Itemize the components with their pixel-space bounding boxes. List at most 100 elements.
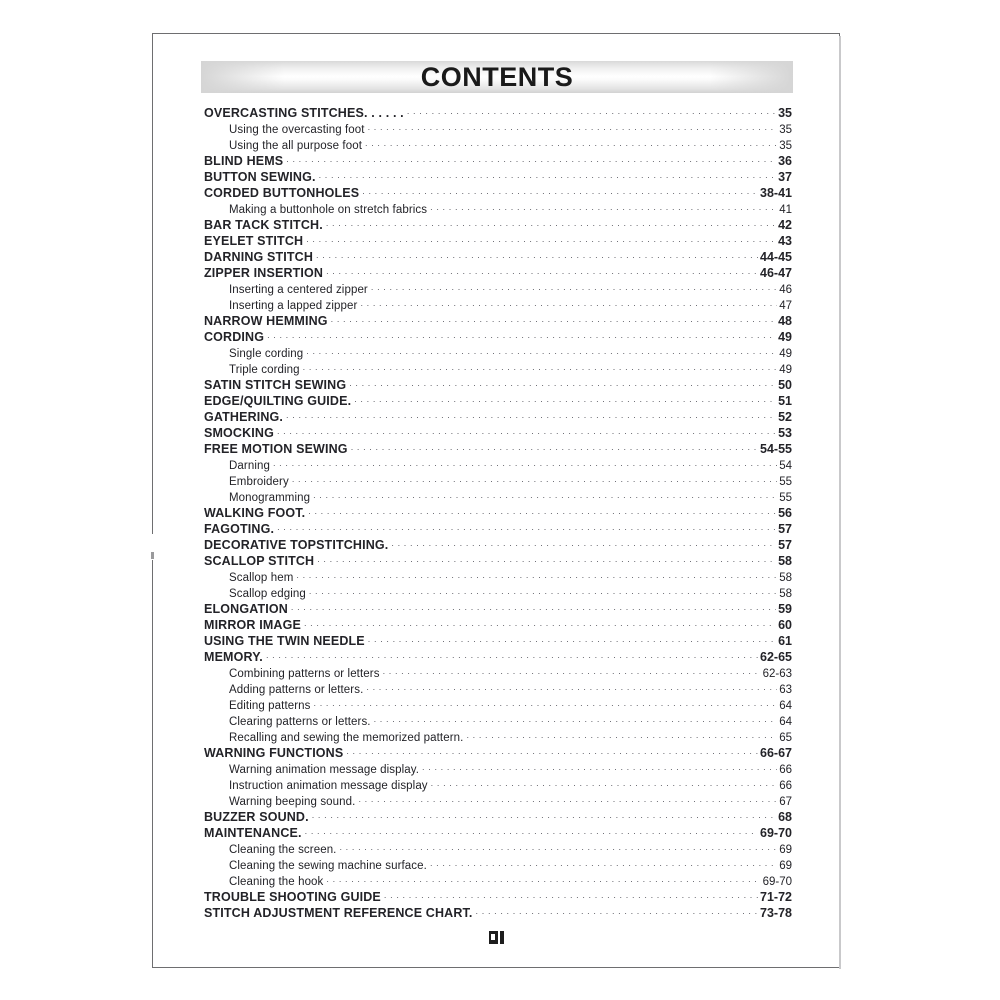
toc-entry[interactable]: EYELET STITCH 43	[204, 229, 792, 248]
toc-entry[interactable]: Using the overcasting foot 35	[204, 117, 792, 136]
toc-entry-page-number: 64	[779, 716, 792, 728]
toc-entry-page-number: 56	[778, 506, 792, 520]
toc-entry[interactable]: Inserting a lapped zipper 47	[204, 293, 792, 312]
toc-entry-page-number: 63	[779, 684, 792, 696]
toc-dot-leader	[306, 341, 777, 357]
toc-entry-label: MIRROR IMAGE	[204, 618, 301, 632]
toc-entry[interactable]: BUTTON SEWING. 37	[204, 165, 792, 184]
toc-dot-leader	[354, 389, 776, 405]
toc-entry[interactable]: Single cording 49	[204, 341, 792, 360]
toc-entry-page-number: 35	[779, 124, 792, 136]
book-ornament-icon	[488, 931, 498, 944]
toc-dot-leader	[349, 373, 776, 389]
toc-entry-label: Cleaning the hook	[229, 876, 324, 888]
toc-entry-page-number: 44-45	[760, 250, 792, 264]
title-banner: CONTENTS	[201, 61, 793, 93]
toc-entry[interactable]: Inserting a centered zipper 46	[204, 277, 792, 296]
toc-entry[interactable]: SMOCKING 53	[204, 421, 792, 440]
toc-entry[interactable]: GATHERING. 52	[204, 405, 792, 424]
toc-entry-label: Cleaning the screen.	[229, 844, 337, 856]
toc-entry-label: OVERCASTING STITCHES. . . . . .	[204, 106, 404, 120]
toc-dot-leader	[316, 245, 758, 261]
toc-entry[interactable]: BAR TACK STITCH. 42	[204, 213, 792, 232]
toc-entry-label: ZIPPER INSERTION	[204, 266, 324, 280]
toc-entry-page-number: 59	[778, 602, 792, 616]
toc-entry[interactable]: Cleaning the screen. 69	[204, 837, 792, 856]
toc-entry[interactable]: TROUBLE SHOOTING GUIDE 71-72	[204, 885, 792, 904]
toc-entry-page-number: 46	[779, 284, 792, 296]
toc-entry-page-number: 49	[779, 348, 792, 360]
toc-entry[interactable]: Triple cording 49	[204, 357, 792, 376]
toc-entry[interactable]: Warning animation message display. 66	[204, 757, 792, 776]
toc-entry[interactable]: DARNING STITCH 44-45	[204, 245, 792, 264]
toc-entry[interactable]: MIRROR IMAGE 60	[204, 613, 792, 632]
toc-entry[interactable]: Clearing patterns or letters. 64	[204, 709, 792, 728]
toc-entry-page-number: 66	[779, 764, 792, 776]
toc-entry[interactable]: Embroidery 55	[204, 469, 792, 488]
toc-dot-leader	[430, 853, 777, 869]
toc-dot-leader	[313, 485, 777, 501]
toc-entry[interactable]: MEMORY. 62-65	[204, 645, 792, 664]
toc-entry-page-number: 37	[778, 170, 792, 184]
toc-entry[interactable]: SATIN STITCH SEWING 50	[204, 373, 792, 392]
toc-entry[interactable]: DECORATIVE TOPSTITCHING.57	[204, 533, 792, 552]
toc-entry[interactable]: WARNING FUNCTIONS66-67	[204, 741, 792, 760]
toc-entry[interactable]: STITCH ADJUSTMENT REFERENCE CHART. 73-78	[204, 901, 792, 920]
toc-entry-label: DARNING STITCH	[204, 250, 314, 264]
toc-dot-leader	[362, 181, 758, 197]
toc-entry-page-number: 61	[778, 634, 792, 648]
book-ornament-bar-icon	[499, 931, 504, 944]
toc-dot-leader	[309, 581, 777, 597]
toc-dot-leader	[266, 645, 758, 661]
toc-dot-leader	[358, 789, 777, 805]
toc-entry-page-number: 67	[779, 796, 792, 808]
toc-entry[interactable]: BLIND HEMS 36	[204, 149, 792, 168]
toc-entry[interactable]: Darning 54	[204, 453, 792, 472]
toc-entry-label: Inserting a centered zipper	[229, 284, 368, 296]
toc-entry-page-number: 49	[778, 330, 792, 344]
toc-entry-label: ELONGATION	[204, 602, 288, 616]
toc-entry-label: Scallop hem	[229, 572, 294, 584]
toc-entry-page-number: 49	[779, 364, 792, 376]
toc-entry[interactable]: Monogramming 55	[204, 485, 792, 504]
toc-entry-page-number: 57	[778, 538, 792, 552]
toc-entry-page-number: 69-70	[762, 876, 792, 888]
toc-entry[interactable]: CORDING 49	[204, 325, 792, 344]
toc-entry[interactable]: Scallop edging 58	[204, 581, 792, 600]
page-frame: CONTENTS OVERCASTING STITCHES. . . . . .…	[152, 33, 841, 969]
toc-dot-leader	[292, 469, 777, 485]
toc-dot-leader	[326, 869, 760, 885]
toc-entry-label: Inserting a lapped zipper	[229, 300, 358, 312]
toc-dot-leader	[431, 773, 778, 789]
toc-entry[interactable]: CORDED BUTTONHOLES38-41	[204, 181, 792, 200]
toc-entry[interactable]: OVERCASTING STITCHES. . . . . . 35	[204, 101, 792, 120]
toc-dot-leader	[267, 325, 776, 341]
toc-dot-leader	[296, 565, 777, 581]
toc-entry-label: FAGOTING.	[204, 522, 275, 536]
toc-dot-leader	[371, 277, 777, 293]
toc-entry[interactable]: BUZZER SOUND. 68	[204, 805, 792, 824]
toc-entry-label: Warning animation message display.	[229, 764, 420, 776]
toc-dot-leader	[277, 421, 776, 437]
toc-entry-page-number: 35	[779, 140, 792, 152]
toc-entry-label: Combining patterns or letters	[229, 668, 380, 680]
toc-entry-page-number: 52	[778, 410, 792, 424]
toc-dot-leader	[384, 885, 758, 901]
toc-dot-leader	[326, 261, 758, 277]
toc-entry-label: GATHERING.	[204, 410, 284, 424]
toc-entry-label: Scallop edging	[229, 588, 306, 600]
toc-entry[interactable]: Combining patterns or letters62-63	[204, 661, 792, 680]
toc-entry[interactable]: FAGOTING. 57	[204, 517, 792, 536]
toc-entry-label: STITCH ADJUSTMENT REFERENCE CHART.	[204, 906, 473, 920]
toc-entry[interactable]: Cleaning the hook 69-70	[204, 869, 792, 888]
toc-entry[interactable]: ELONGATION 59	[204, 597, 792, 616]
toc-entry[interactable]: FREE MOTION SEWING54-55	[204, 437, 792, 456]
toc-entry[interactable]: Scallop hem 58	[204, 565, 792, 584]
toc-dot-leader	[286, 149, 776, 165]
toc-dot-leader	[466, 725, 777, 741]
toc-entry[interactable]: SCALLOP STITCH 58	[204, 549, 792, 568]
toc-entry-label: BLIND HEMS	[204, 154, 284, 168]
toc-dot-leader	[365, 133, 777, 149]
toc-entry[interactable]: Editing patterns 64	[204, 693, 792, 712]
toc-entry-page-number: 50	[778, 378, 792, 392]
